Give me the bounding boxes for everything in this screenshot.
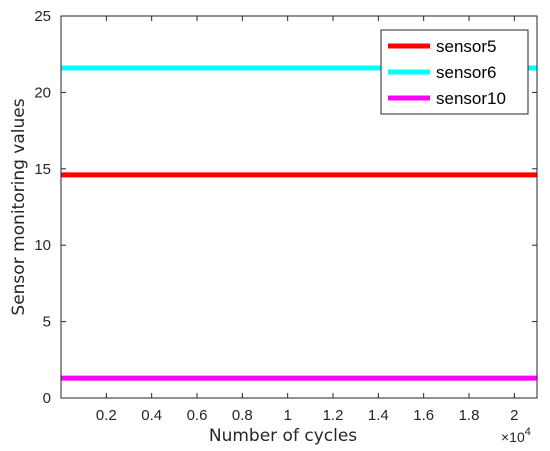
y-tick-label: 0 — [43, 390, 51, 407]
x-tick-label: 0.4 — [141, 407, 162, 424]
x-tick-label: 1.4 — [368, 407, 389, 424]
x-tick-label: 0.6 — [187, 407, 208, 424]
legend-entries: sensor5 sensor6 sensor10 — [388, 37, 506, 108]
x-axis-title: Number of cycles — [209, 426, 357, 446]
y-tick-label: 5 — [43, 314, 51, 331]
x-tick-label: 1 — [283, 407, 291, 424]
legend: sensor5 sensor6 sensor10 — [380, 29, 529, 115]
plot-frame — [60, 15, 538, 399]
legend-label-sensor10: sensor10 — [436, 89, 506, 108]
x-tick-label: 0.2 — [96, 407, 117, 424]
x-tick-label: 1.6 — [413, 407, 434, 424]
x-tick-label: 2 — [510, 407, 518, 424]
x-tick-label: 1.8 — [459, 407, 480, 424]
y-tick-label: 20 — [34, 84, 51, 101]
legend-label-sensor5: sensor5 — [436, 37, 496, 56]
x-axis-exponent: ×104 — [501, 426, 531, 445]
x-tick-label: 1.2 — [323, 407, 344, 424]
y-tick-label: 25 — [34, 8, 51, 25]
x-tick-label: 0.8 — [232, 407, 253, 424]
legend-label-sensor6: sensor6 — [436, 63, 496, 82]
y-axis-title: Sensor monitoring values — [9, 98, 29, 315]
y-tick-label: 15 — [34, 161, 51, 178]
y-tick-label: 10 — [34, 237, 51, 254]
